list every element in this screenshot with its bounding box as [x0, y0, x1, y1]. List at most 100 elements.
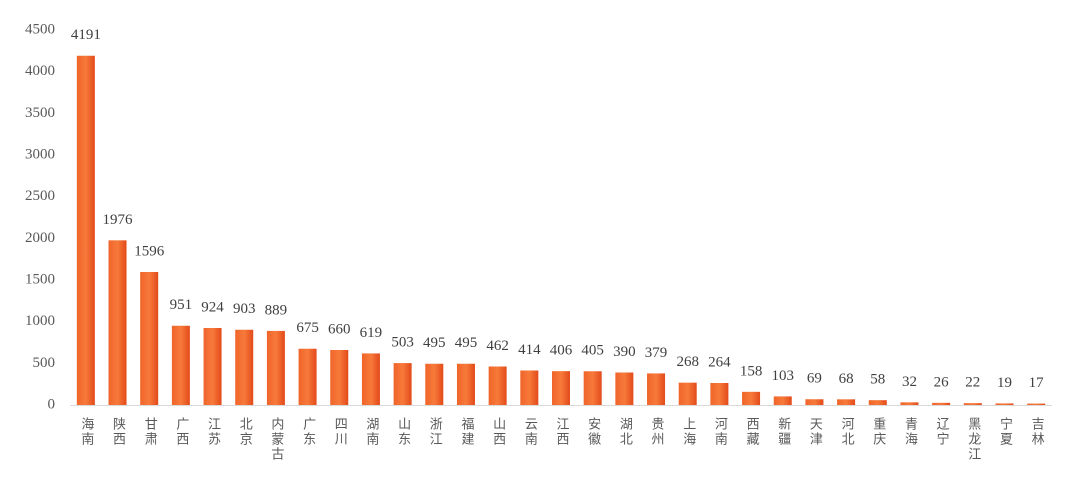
bar	[583, 371, 602, 405]
y-tick-label: 3500	[25, 105, 55, 121]
bar	[76, 55, 95, 405]
value-label: 619	[360, 325, 383, 341]
x-tick-label: 辽宁	[934, 417, 950, 447]
value-label: 19	[997, 375, 1012, 391]
x-tick-label: 新疆	[775, 416, 791, 447]
x-tick-label: 江西	[554, 417, 570, 447]
x-tick-label: 山东	[395, 417, 411, 447]
value-label: 495	[423, 335, 446, 351]
value-label: 889	[265, 302, 288, 318]
bar	[647, 373, 666, 405]
x-tick-label: 内蒙古	[268, 416, 284, 462]
y-tick-label: 4500	[25, 21, 55, 37]
value-label: 58	[870, 372, 885, 388]
value-label: 268	[676, 354, 699, 370]
value-label: 4191	[71, 27, 101, 43]
y-tick-label: 1500	[25, 271, 55, 287]
x-tick-label: 福建	[458, 417, 474, 447]
bar	[615, 372, 634, 405]
value-label: 405	[581, 343, 604, 359]
x-tick-label: 江苏	[205, 417, 221, 447]
x-tick-label: 云南	[522, 417, 538, 447]
bar	[552, 371, 570, 405]
value-label: 22	[965, 375, 980, 391]
x-tick-label: 湖北	[617, 417, 633, 447]
value-label: 675	[296, 320, 319, 336]
x-tick-label: 海南	[78, 417, 94, 447]
bar	[520, 370, 539, 405]
bar	[710, 383, 729, 405]
x-tick-label: 广东	[300, 417, 316, 447]
bar	[773, 396, 792, 405]
bar	[678, 382, 697, 405]
y-tick-label: 3000	[25, 146, 55, 162]
value-label: 495	[455, 335, 478, 351]
x-tick-label: 山西	[490, 417, 506, 447]
value-label: 462	[486, 338, 509, 354]
bar	[837, 399, 856, 405]
value-label: 264	[708, 354, 731, 370]
x-tick-label: 吉林	[1029, 417, 1045, 447]
value-label: 17	[1029, 375, 1045, 391]
x-tick-label: 天津	[807, 417, 823, 447]
bar	[361, 353, 380, 405]
x-tick-label: 西藏	[744, 417, 760, 447]
bar	[298, 348, 317, 405]
value-label: 660	[328, 321, 351, 337]
bar	[266, 330, 285, 405]
x-tick-label: 北京	[237, 417, 253, 447]
value-label: 69	[807, 371, 822, 387]
bar	[1027, 403, 1046, 405]
bar	[235, 329, 254, 405]
bar	[203, 328, 222, 405]
value-label: 1976	[103, 212, 134, 228]
bar	[742, 391, 761, 405]
x-tick-label: 四川	[332, 417, 348, 447]
bar	[425, 363, 444, 405]
x-tick-label: 陕西	[110, 417, 126, 447]
bar	[140, 272, 159, 405]
bar	[171, 325, 190, 405]
bar	[456, 363, 475, 405]
x-tick-label: 黑龙江	[965, 417, 981, 462]
value-label: 1596	[134, 243, 165, 259]
x-tick-label: 河北	[839, 417, 855, 447]
value-label: 26	[934, 374, 950, 390]
bar	[108, 240, 127, 405]
value-label: 390	[613, 344, 636, 360]
y-tick-label: 2000	[25, 230, 55, 246]
value-label: 503	[391, 335, 414, 351]
x-tick-label: 湖南	[363, 417, 379, 447]
x-tick-label: 浙江	[427, 417, 443, 447]
bar	[963, 403, 982, 405]
x-tick-label: 宁夏	[997, 416, 1013, 447]
value-label: 32	[902, 374, 917, 390]
bar	[868, 400, 887, 405]
value-label: 924	[201, 299, 224, 315]
value-label: 158	[740, 363, 763, 379]
x-tick-label: 安徽	[585, 417, 601, 447]
value-label: 68	[839, 371, 854, 387]
bar	[488, 366, 507, 405]
x-tick-label: 上海	[680, 417, 696, 447]
value-label: 406	[550, 343, 573, 359]
bar	[330, 350, 349, 405]
y-tick-label: 1000	[25, 313, 55, 329]
x-tick-label: 甘肃	[142, 417, 158, 447]
x-tick-label: 广西	[173, 417, 189, 447]
bar	[393, 363, 412, 405]
x-tick-label: 重庆	[870, 416, 886, 447]
x-tick-label: 贵州	[649, 417, 665, 447]
y-tick-label: 2500	[25, 188, 55, 204]
bar	[900, 402, 919, 405]
bar	[932, 402, 951, 405]
value-label: 379	[645, 345, 668, 361]
value-label: 414	[518, 342, 541, 358]
y-tick-label: 4000	[25, 63, 55, 79]
value-label: 951	[170, 297, 193, 313]
x-tick-label: 青海	[902, 417, 918, 447]
y-tick-label: 500	[33, 355, 56, 371]
bar	[995, 403, 1014, 405]
bar	[805, 399, 824, 405]
